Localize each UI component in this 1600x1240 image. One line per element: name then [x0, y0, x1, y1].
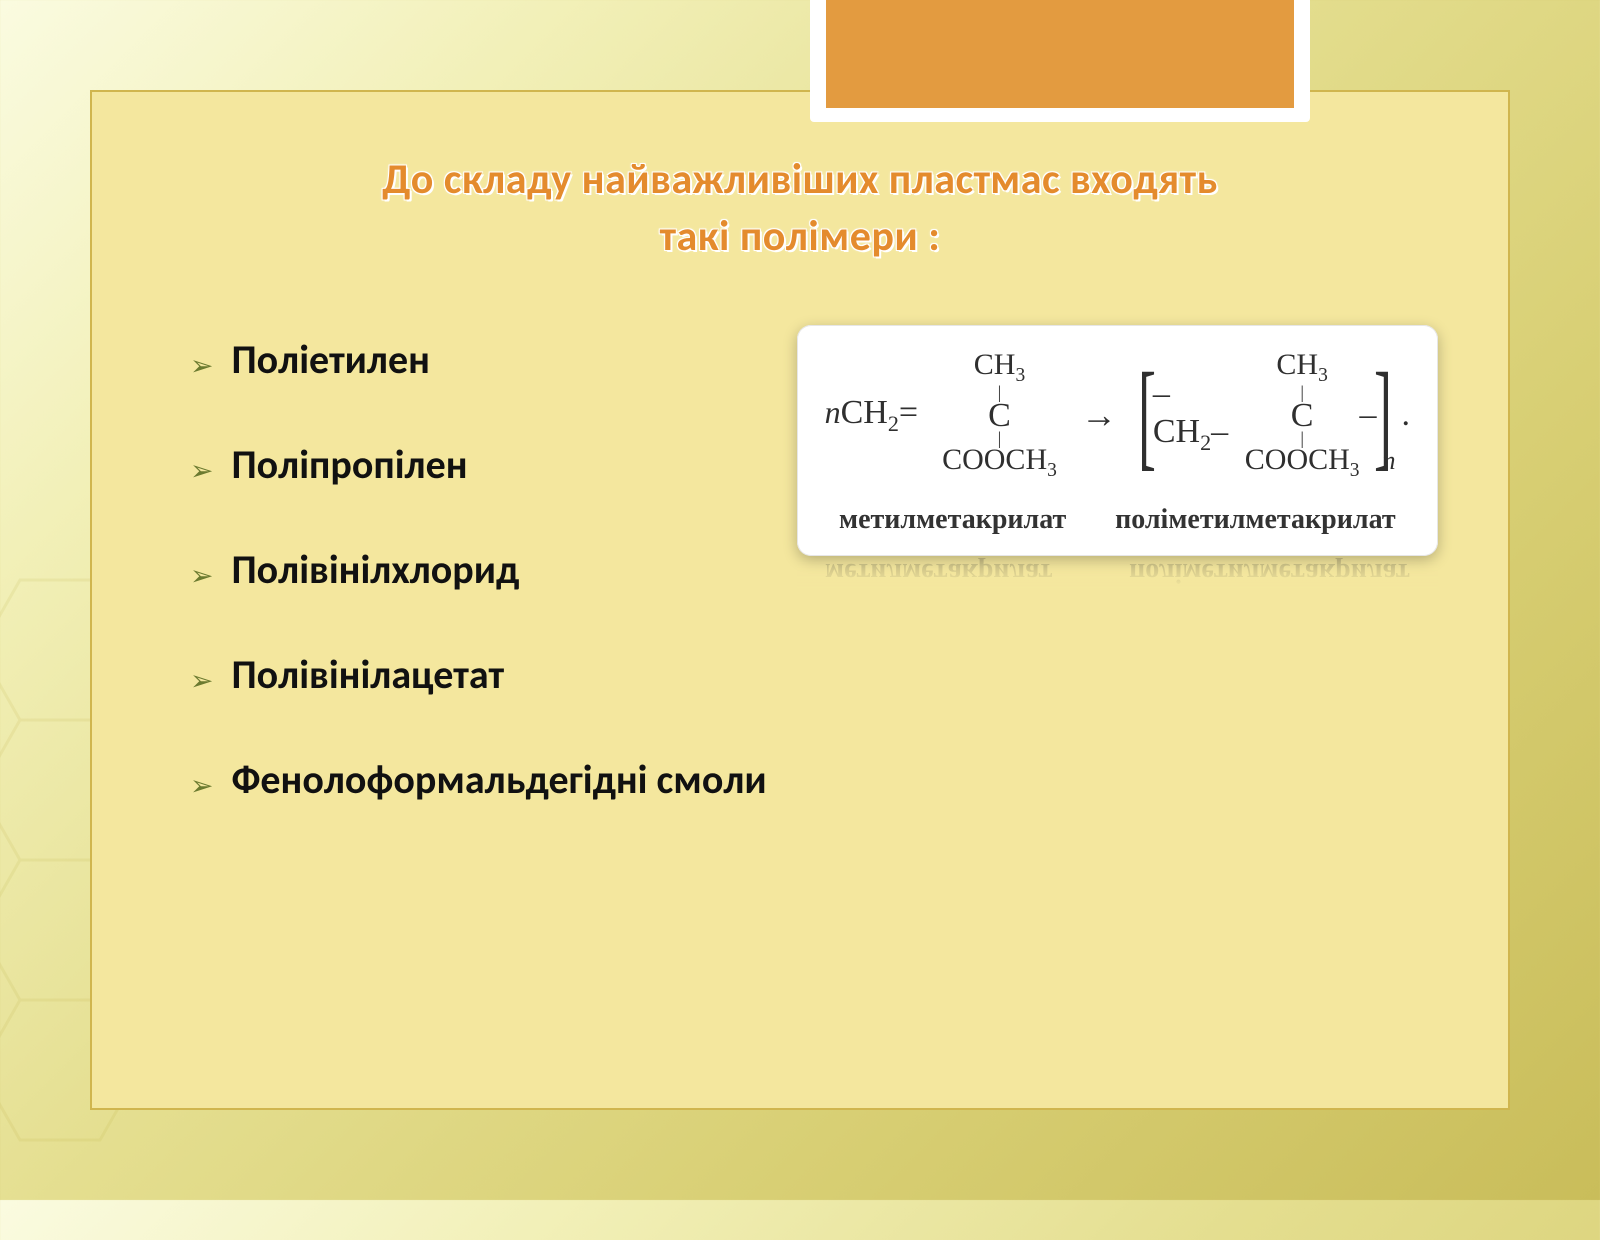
bullet-icon: ➢: [190, 352, 213, 380]
list-item-label: Поліетилен: [231, 335, 429, 384]
monomer-left: nCH2=: [825, 394, 918, 437]
reaction-equation: nCH2= CH3 | C | COOCH3 → [ –CH2–: [825, 349, 1410, 481]
reflection-left: метилметакрилат: [825, 556, 1052, 588]
list-item: ➢ Полівінілхлорид: [190, 545, 767, 594]
slide-title: До складу найважливіших пластмас входять…: [162, 152, 1438, 265]
formula-container: nCH2= CH3 | C | COOCH3 → [ –CH2–: [797, 325, 1438, 593]
formula-labels: метилметакрилат поліметилметакрилат: [825, 504, 1410, 536]
list-item: ➢ Полівінілацетат: [190, 650, 767, 699]
monomer-center: CH3 | C | COOCH3: [942, 349, 1057, 481]
list-item: ➢ Поліетилен: [190, 335, 767, 384]
frag-mid: C: [1291, 398, 1314, 434]
polymer-center: CH3 | C | COOCH3: [1245, 349, 1360, 481]
label-polymer: поліметилметакрилат: [1115, 504, 1396, 536]
chain-left: –CH2–: [1153, 375, 1245, 456]
accent-tab-inner: [826, 0, 1294, 108]
slide-card: До складу найважливіших пластмас входять…: [90, 90, 1510, 1110]
list-item-label: Фенолоформальдегідні смоли: [231, 755, 766, 804]
content-row: ➢ Поліетилен ➢ Поліпропілен ➢ Полівінілх…: [162, 335, 1438, 860]
list-item-label: Полівінілацетат: [231, 650, 504, 699]
bullet-icon: ➢: [190, 667, 213, 695]
frag-mid: C: [988, 398, 1011, 434]
left-bracket: [: [1138, 370, 1156, 460]
bullet-icon: ➢: [190, 772, 213, 800]
reflection-right: поліметилметакрилат: [1129, 556, 1410, 588]
bullet-icon: ➢: [190, 457, 213, 485]
frag-bot: COOCH3: [1245, 444, 1360, 481]
title-line-1: До складу найважливіших пластмас входять: [382, 154, 1218, 205]
polymer-list: ➢ Поліетилен ➢ Поліпропілен ➢ Полівінілх…: [162, 335, 767, 860]
double-bond: =: [899, 394, 918, 431]
bullet-icon: ➢: [190, 562, 213, 590]
period: .: [1402, 396, 1411, 434]
coeff-n: n: [825, 394, 841, 430]
frag-bot: COOCH3: [942, 444, 1057, 481]
formula-box: nCH2= CH3 | C | COOCH3 → [ –CH2–: [797, 325, 1438, 555]
label-monomer: метилметакрилат: [839, 504, 1066, 536]
list-item-label: Полівінілхлорид: [231, 545, 519, 594]
list-item: ➢ Фенолоформальдегідні смоли: [190, 755, 767, 804]
list-item: ➢ Поліпропілен: [190, 440, 767, 489]
title-line-2: такі полімери :: [660, 211, 941, 262]
polymer-unit: [ –CH2– CH3 | C | COOCH3 – ] n .: [1141, 349, 1410, 481]
formula-reflection: метилметакрилат поліметилметакрилат: [797, 556, 1438, 594]
reaction-arrow-icon: →: [1081, 394, 1117, 436]
right-bracket: ]: [1374, 370, 1392, 460]
list-item-label: Поліпропілен: [231, 440, 467, 489]
